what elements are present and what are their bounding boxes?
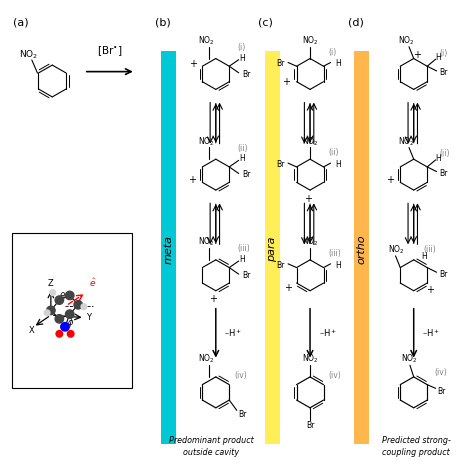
Text: +: + — [304, 195, 312, 204]
Text: H: H — [436, 154, 441, 163]
Text: meta: meta — [164, 235, 173, 264]
Text: $\hat{e}$: $\hat{e}$ — [89, 277, 96, 289]
Text: (iv): (iv) — [328, 371, 341, 380]
Circle shape — [46, 306, 55, 315]
Text: H: H — [239, 154, 245, 163]
Text: ortho: ortho — [357, 235, 367, 264]
Circle shape — [65, 310, 74, 318]
Text: H: H — [239, 54, 245, 63]
Circle shape — [74, 300, 82, 309]
Text: (iv): (iv) — [434, 368, 447, 377]
Text: Br: Br — [242, 271, 250, 280]
Text: para: para — [267, 237, 277, 262]
Circle shape — [55, 315, 64, 323]
Text: NO$_2$: NO$_2$ — [401, 353, 417, 365]
Text: [Br$^{•}$]: [Br$^{•}$] — [97, 44, 122, 58]
Text: (ii): (ii) — [328, 148, 339, 157]
Circle shape — [65, 291, 74, 300]
Text: Br: Br — [439, 169, 447, 178]
Text: (i): (i) — [328, 48, 337, 57]
Text: Br: Br — [306, 421, 314, 430]
Bar — [265, 50, 280, 444]
Text: NO$_2$: NO$_2$ — [198, 236, 215, 248]
Text: +: + — [386, 175, 394, 185]
Text: H: H — [421, 252, 427, 260]
Text: Br: Br — [439, 269, 447, 279]
Circle shape — [55, 296, 64, 304]
Text: NO$_2$: NO$_2$ — [19, 48, 39, 61]
Text: –H$^+$: –H$^+$ — [422, 327, 440, 339]
Text: –H$^+$: –H$^+$ — [319, 327, 337, 339]
Bar — [12, 233, 132, 388]
Bar — [355, 50, 369, 444]
Text: NO$_2$: NO$_2$ — [301, 236, 319, 248]
Circle shape — [56, 331, 63, 337]
Text: (ii): (ii) — [238, 144, 248, 153]
Text: (d): (d) — [348, 18, 364, 28]
Text: H: H — [239, 255, 245, 264]
Text: +: + — [413, 50, 421, 60]
Text: (c): (c) — [258, 18, 273, 28]
Text: Predominant product
outside cavity: Predominant product outside cavity — [169, 437, 254, 456]
Text: Br: Br — [242, 171, 250, 179]
Text: +: + — [210, 294, 218, 304]
Text: NO$_2$: NO$_2$ — [198, 135, 215, 147]
Text: NO$_2$: NO$_2$ — [398, 135, 415, 147]
Text: (ii): (ii) — [439, 149, 450, 158]
Text: NO$_2$: NO$_2$ — [301, 34, 319, 47]
Text: +: + — [188, 175, 196, 185]
Text: Predicted strong-
coupling product: Predicted strong- coupling product — [382, 437, 450, 456]
Text: Br: Br — [438, 387, 446, 396]
Text: $\phi$: $\phi$ — [67, 316, 74, 329]
Text: (iv): (iv) — [234, 371, 247, 380]
Text: –H$^+$: –H$^+$ — [224, 327, 242, 339]
Circle shape — [44, 310, 50, 316]
Text: +: + — [189, 59, 197, 69]
Text: (a): (a) — [13, 18, 29, 28]
Text: NO$_2$: NO$_2$ — [198, 353, 215, 365]
Circle shape — [81, 304, 87, 309]
Text: NO$_2$: NO$_2$ — [301, 135, 319, 147]
Text: (i): (i) — [439, 49, 447, 57]
Text: Br: Br — [242, 70, 250, 79]
Bar — [161, 50, 176, 444]
Circle shape — [67, 331, 74, 337]
Text: Y: Y — [86, 313, 91, 322]
Text: Br: Br — [276, 261, 285, 270]
Text: +: + — [284, 283, 292, 292]
Text: +: + — [426, 285, 434, 295]
Circle shape — [50, 290, 55, 295]
Text: H: H — [335, 261, 341, 270]
Text: NO$_2$: NO$_2$ — [198, 34, 215, 47]
Text: Br: Br — [276, 160, 285, 169]
Text: (iii): (iii) — [423, 245, 436, 254]
Text: Z: Z — [48, 279, 54, 288]
Text: NO$_2$: NO$_2$ — [398, 34, 415, 47]
Circle shape — [61, 323, 69, 331]
Text: +: + — [282, 77, 290, 87]
Text: H: H — [335, 59, 341, 68]
Text: Br: Br — [276, 59, 285, 68]
Text: NO$_2$: NO$_2$ — [388, 244, 405, 256]
Text: Br: Br — [439, 68, 447, 77]
Text: H: H — [335, 160, 341, 169]
Text: (iii): (iii) — [238, 244, 250, 253]
Text: Br: Br — [239, 410, 247, 419]
Text: (iii): (iii) — [328, 249, 341, 258]
Text: H: H — [436, 53, 441, 62]
Text: X: X — [29, 326, 35, 335]
Text: NO$_2$: NO$_2$ — [301, 353, 319, 365]
Text: (i): (i) — [238, 43, 246, 52]
Text: $\theta$: $\theta$ — [59, 290, 66, 301]
Text: (b): (b) — [155, 18, 170, 28]
